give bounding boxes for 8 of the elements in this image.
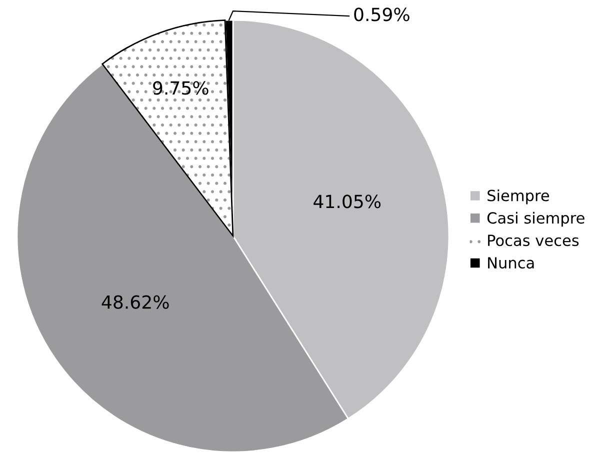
data-label: 9.75% [153, 81, 208, 95]
legend-label: Pocas veces [488, 234, 579, 246]
legend-label: Siempre [488, 189, 550, 204]
data-label: 48.62% [102, 295, 169, 309]
legend-label: Nunca [488, 257, 534, 269]
data-label: 41.05% [314, 194, 381, 208]
legend-label: Casi siempre [487, 212, 584, 227]
data-label: 0.59% [354, 8, 410, 22]
